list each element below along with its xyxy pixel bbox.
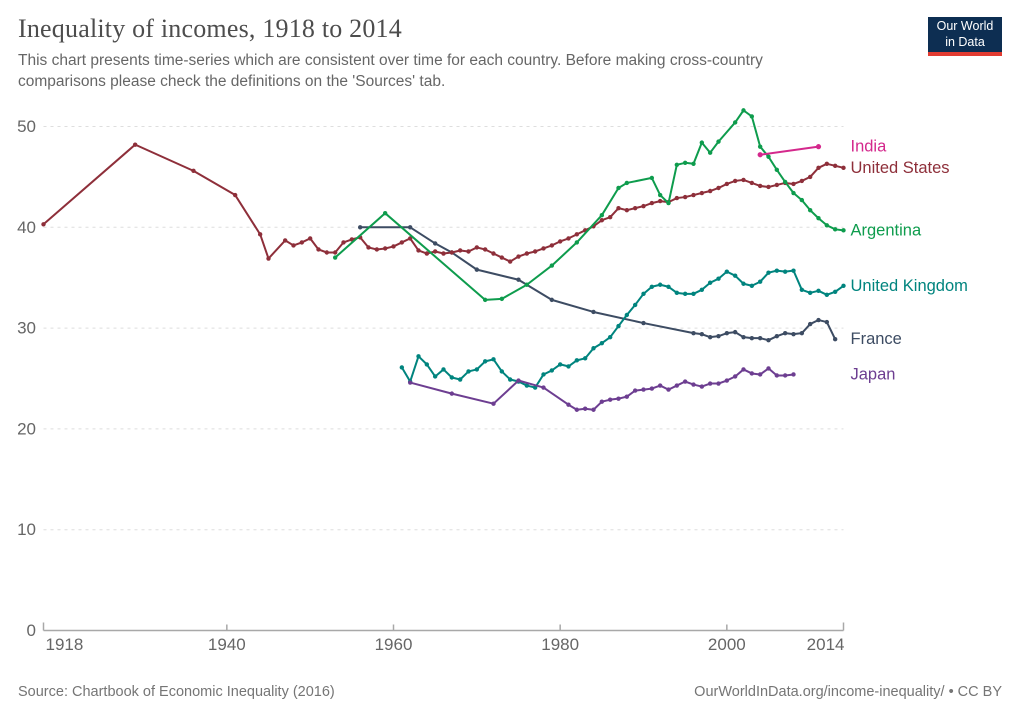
svg-text:1980: 1980 — [541, 635, 579, 654]
line-united-states[interactable] — [41, 142, 846, 264]
y-axis-labels: 0 10 20 30 40 50 — [17, 117, 36, 640]
svg-text:30: 30 — [17, 319, 36, 338]
svg-text:1960: 1960 — [375, 635, 413, 654]
svg-text:20: 20 — [17, 419, 36, 438]
line-france[interactable] — [357, 225, 838, 343]
subtitle-line-1: This chart presents time-series which ar… — [18, 52, 763, 69]
svg-text:40: 40 — [17, 218, 36, 237]
legend-label-japan[interactable]: Japan — [851, 365, 896, 383]
owid-logo-text: Our World in Data — [928, 17, 1002, 52]
x-axis-labels: 1918 1940 1960 1980 2000 2014 — [46, 635, 845, 654]
line-india[interactable] — [757, 144, 822, 158]
owid-logo-line-1: Our World — [936, 19, 994, 33]
svg-text:2000: 2000 — [708, 635, 746, 654]
legend-label-argentina[interactable]: Argentina — [851, 221, 922, 239]
page-title: Inequality of incomes, 1918 to 2014 — [18, 14, 402, 43]
line-argentina[interactable] — [332, 108, 846, 303]
svg-text:0: 0 — [27, 621, 36, 640]
svg-text:10: 10 — [17, 520, 36, 539]
y-gridlines — [43, 126, 844, 531]
svg-text:50: 50 — [17, 117, 36, 136]
line-united-kingdom[interactable] — [399, 268, 846, 390]
x-axis — [42, 622, 845, 632]
owid-logo-line-2: in Data — [945, 34, 985, 49]
legend-label-united-kingdom[interactable]: United Kingdom — [851, 277, 968, 295]
legend-label-united-states[interactable]: United States — [851, 159, 950, 177]
svg-text:1940: 1940 — [208, 635, 246, 654]
subtitle-line-2: comparisons please check the definitions… — [18, 73, 446, 90]
svg-text:1918: 1918 — [46, 635, 84, 654]
svg-text:2014: 2014 — [807, 635, 845, 654]
source-note: Source: Chartbook of Economic Inequality… — [18, 684, 335, 700]
legend-label-india[interactable]: India — [851, 138, 888, 156]
chart-subtitle: This chart presents time-series which ar… — [18, 50, 763, 92]
chart-footer: Source: Chartbook of Economic Inequality… — [18, 684, 1002, 700]
attribution-link[interactable]: OurWorldInData.org/income-inequality/ • … — [694, 684, 1002, 700]
line-japan[interactable] — [407, 366, 796, 412]
owid-logo[interactable]: Our World in Data — [928, 17, 1002, 56]
legend-label-france[interactable]: France — [851, 330, 902, 348]
owid-logo-red-bar — [928, 52, 1002, 56]
